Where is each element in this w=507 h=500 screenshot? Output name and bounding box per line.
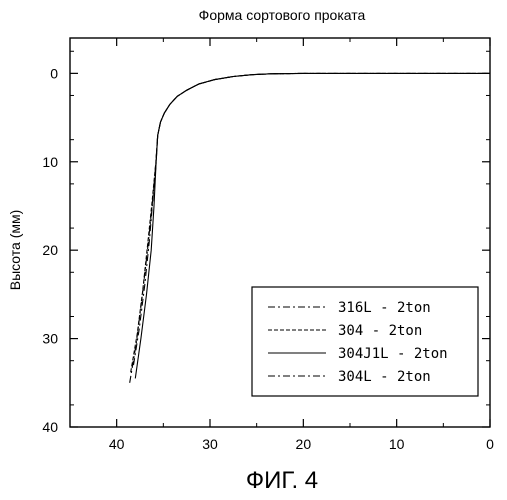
x-tick-label: 20 [296, 436, 312, 452]
y-tick-label: 10 [42, 154, 58, 170]
figure-caption: ФИГ. 4 [246, 467, 318, 494]
y-tick-label: 30 [42, 331, 58, 347]
x-tick-label: 30 [202, 436, 218, 452]
legend: 316L - 2ton 304 - 2ton 304J1L - 2ton 304L -… [252, 287, 478, 396]
legend-label: 316L - 2ton [338, 300, 431, 316]
legend-label: 304 - 2ton [338, 323, 422, 339]
y-tick-label: 20 [42, 242, 58, 258]
legend-label: 304J1L - 2ton [338, 346, 448, 362]
chart-title: Форма сортового проката [199, 7, 366, 23]
x-tick-label: 40 [109, 436, 125, 452]
y-tick-label: 40 [42, 419, 58, 435]
x-tick-label: 10 [389, 436, 405, 452]
legend-label: 304L - 2ton [338, 369, 431, 385]
y-tick-label: 0 [50, 65, 58, 81]
x-tick-label: 0 [486, 436, 494, 452]
y-axis-label: Высота (мм) [7, 210, 23, 291]
